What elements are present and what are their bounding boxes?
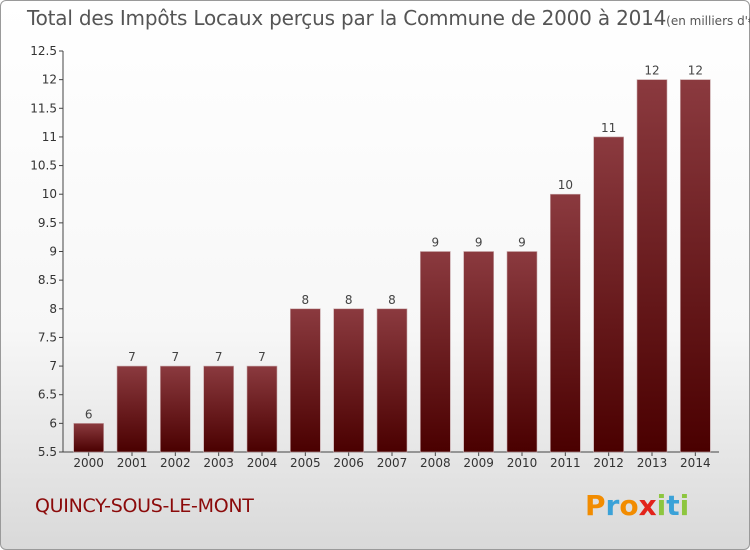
x-tick-label: 2013 — [637, 456, 668, 470]
data-label: 12 — [644, 64, 659, 78]
data-label: 10 — [558, 178, 573, 192]
y-tick-label: 7 — [49, 359, 57, 373]
bar-2001 — [116, 365, 148, 453]
bar-2010 — [506, 251, 538, 453]
bar-2011 — [550, 193, 581, 453]
x-tick-label: 2010 — [507, 456, 538, 470]
data-label: 7 — [128, 350, 136, 364]
data-label: 12 — [688, 64, 703, 78]
data-label: 11 — [601, 121, 616, 135]
x-tick-label: 2012 — [593, 456, 624, 470]
x-tick-label: 2002 — [160, 456, 191, 470]
x-tick-label: 2004 — [247, 456, 278, 470]
data-label: 7 — [215, 350, 223, 364]
y-tick-label: 11.5 — [30, 101, 57, 115]
data-label: 6 — [85, 407, 93, 421]
bar-2009 — [463, 251, 494, 453]
x-tick-label: 2003 — [203, 456, 234, 470]
y-tick-label: 8.5 — [38, 273, 57, 287]
label-layer: 6 7 7 7 7 8 8 8 9 9 9 10 11 12 12 — [85, 64, 703, 422]
data-label: 8 — [302, 293, 310, 307]
bar-2013 — [636, 79, 668, 453]
y-tick-label: 12 — [42, 73, 57, 87]
y-tick-label: 8 — [49, 302, 57, 316]
data-label: 7 — [172, 350, 180, 364]
x-tick-label: 2008 — [420, 456, 451, 470]
y-tick-label: 7.5 — [38, 330, 57, 344]
y-tick-label: 9 — [49, 245, 57, 259]
logo-letter: o — [619, 489, 639, 522]
data-label: 8 — [388, 293, 396, 307]
x-tick-label: 2005 — [290, 456, 321, 470]
x-tick-label: 2001 — [117, 456, 148, 470]
bar-2008 — [420, 251, 451, 453]
chart-unit: (en milliers d'€) — [666, 14, 750, 28]
axis-layer: 5.5 6 6.5 7 7.5 8 8.5 9 9.5 10 10.5 11 11.5 12 12.5 200… — [30, 44, 719, 470]
chart-title-text: Total des Impôts Locaux perçus par la Co… — [27, 6, 667, 30]
y-tick-label: 5.5 — [38, 445, 57, 459]
commune-name: QUINCY-SOUS-LE-MONT — [35, 495, 254, 517]
data-label: 9 — [518, 236, 526, 250]
bar-2000 — [73, 423, 104, 453]
bar-2004 — [246, 365, 278, 453]
bar-2014 — [680, 79, 711, 453]
y-tick-label: 6.5 — [38, 388, 57, 402]
y-tick-label: 10 — [42, 187, 57, 201]
logo-letter: x — [638, 489, 657, 522]
logo-letter: i — [679, 489, 690, 522]
bar-2012 — [593, 136, 624, 453]
data-label: 9 — [432, 236, 440, 250]
x-tick-label: 2007 — [377, 456, 408, 470]
y-tick-label: 12.5 — [30, 44, 57, 58]
data-label: 8 — [345, 293, 353, 307]
bar-2006 — [333, 308, 364, 453]
y-tick-label: 11 — [42, 130, 57, 144]
logo-letter: t — [666, 489, 680, 522]
x-tick-label: 2006 — [333, 456, 364, 470]
x-tick-label: 2000 — [73, 456, 104, 470]
x-tick-label: 2009 — [463, 456, 494, 470]
bar-layer — [73, 79, 711, 453]
data-label: 7 — [258, 350, 266, 364]
logo-letter: i — [656, 489, 667, 522]
y-tick-label: 9.5 — [38, 216, 57, 230]
bar-2003 — [203, 365, 234, 453]
bar-2002 — [160, 365, 191, 453]
chart-title: Total des Impôts Locaux perçus par la Co… — [27, 6, 750, 30]
proxiti-logo: Proxiti — [585, 489, 689, 522]
logo-letter: r — [605, 489, 620, 522]
y-tick-label: 10.5 — [30, 159, 57, 173]
bar-2007 — [376, 308, 408, 453]
bar-2005 — [290, 308, 321, 453]
y-tick-label: 6 — [49, 416, 57, 430]
logo-letter: P — [585, 489, 606, 522]
x-tick-label: 2014 — [680, 456, 711, 470]
data-label: 9 — [475, 236, 483, 250]
x-tick-label: 2011 — [550, 456, 581, 470]
